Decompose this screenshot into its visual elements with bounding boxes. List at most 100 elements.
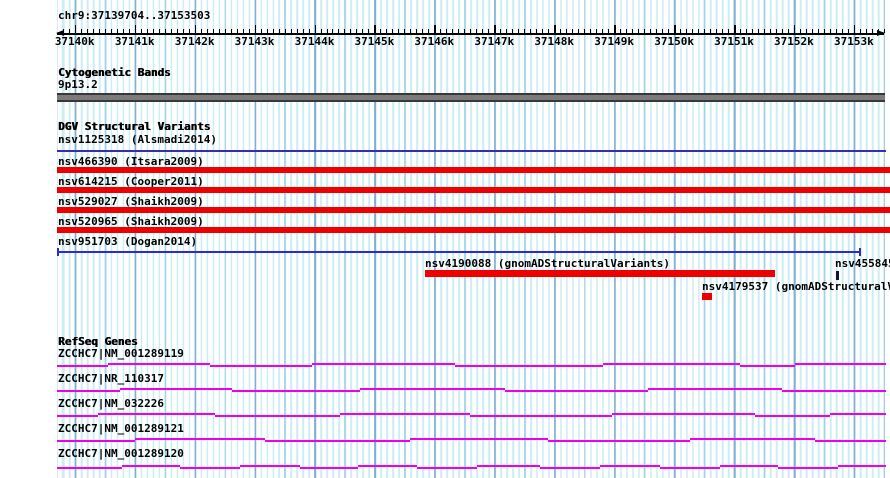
ruler-major-tick — [734, 25, 736, 33]
ruler-minor-tick — [62, 29, 64, 33]
ruler-minor-tick — [692, 29, 693, 33]
ruler-minor-tick — [272, 29, 274, 33]
gene-model-segment[interactable] — [505, 390, 648, 392]
gene-model-segment[interactable] — [600, 465, 660, 467]
ruler-minor-tick — [566, 29, 568, 33]
gene-model-segment[interactable] — [215, 415, 340, 417]
gene-model-segment[interactable] — [57, 440, 135, 442]
gene-model-segment[interactable] — [755, 415, 830, 417]
variant-label[interactable]: nsv4190088 (gnomADStructuralVariants) — [425, 257, 671, 270]
gene-model-segment[interactable] — [603, 363, 740, 365]
variant-feature-bar[interactable] — [57, 227, 890, 233]
variant-label[interactable]: nsv529027 (Shaikh2009) — [58, 195, 204, 208]
variant-feature-tick[interactable] — [836, 271, 839, 280]
ruler-minor-tick — [668, 29, 670, 33]
ruler-minor-tick — [512, 29, 514, 33]
cytogenetic-bands-title: Cytogenetic Bands — [58, 66, 171, 79]
ruler-major-tick — [614, 25, 616, 33]
gene-model-segment[interactable] — [660, 467, 720, 469]
gene-label[interactable]: ZCCHC7|NM_001289120 — [58, 447, 184, 460]
ruler-minor-tick — [632, 29, 634, 33]
ruler-minor-tick — [332, 29, 334, 33]
variant-feature-line[interactable] — [57, 150, 886, 152]
ruler-minor-tick — [548, 29, 550, 33]
gene-model-segment[interactable] — [340, 413, 470, 415]
variant-label[interactable]: nsv614215 (Cooper2011) — [58, 175, 204, 188]
variant-label[interactable]: nsv1125318 (Alsmadi2014) — [58, 133, 217, 146]
ruler-minor-tick — [392, 29, 394, 33]
gene-model-segment[interactable] — [312, 363, 455, 365]
variant-label[interactable]: nsv951703 (Dogan2014) — [58, 235, 198, 248]
gene-model-segment[interactable] — [417, 467, 477, 469]
gene-model-segment[interactable] — [795, 363, 886, 365]
gene-model-segment[interactable] — [57, 365, 108, 367]
cytoband-name-label: 9p13.2 — [58, 78, 98, 91]
gene-label[interactable]: ZCCHC7|NM_001289119 — [58, 347, 184, 360]
ruler-minor-tick — [662, 29, 664, 33]
gene-model-segment[interactable] — [108, 363, 210, 365]
ruler-minor-tick — [362, 29, 364, 33]
gene-model-segment[interactable] — [470, 415, 612, 417]
ruler-minor-tick — [817, 29, 819, 33]
gene-model-segment[interactable] — [720, 465, 778, 467]
gene-model-segment[interactable] — [410, 438, 548, 440]
gene-model-segment[interactable] — [540, 467, 600, 469]
ruler-minor-tick — [482, 29, 484, 33]
gene-model-segment[interactable] — [358, 465, 417, 467]
ruler-minor-tick — [578, 29, 580, 33]
ruler-minor-tick — [308, 29, 310, 33]
ruler-minor-tick — [410, 29, 412, 33]
gene-model-segment[interactable] — [57, 390, 120, 392]
gene-model-segment[interactable] — [548, 440, 690, 442]
ruler-minor-tick — [686, 29, 687, 33]
gene-model-segment[interactable] — [360, 388, 505, 390]
gene-label[interactable]: ZCCHC7|NM_001289121 — [58, 422, 184, 435]
gene-model-segment[interactable] — [477, 465, 540, 467]
ruler-minor-tick — [98, 29, 100, 33]
gene-model-segment[interactable] — [778, 467, 838, 469]
ruler-major-tick — [194, 25, 197, 33]
variant-feature-bar[interactable] — [425, 270, 775, 277]
gene-label[interactable]: ZCCHC7|NR_110317 — [58, 372, 164, 385]
gene-model-segment[interactable] — [612, 413, 755, 415]
gene-model-segment[interactable] — [135, 438, 265, 440]
gene-model-segment[interactable] — [782, 390, 886, 392]
variant-label[interactable]: nsv520965 (Shaikh2009) — [58, 215, 204, 228]
gene-model-segment[interactable] — [57, 415, 98, 417]
ruler-minor-tick — [110, 29, 112, 33]
gene-model-segment[interactable] — [830, 413, 886, 415]
ruler-minor-tick — [170, 29, 172, 33]
gene-label[interactable]: ZCCHC7|NM_032226 — [58, 397, 164, 410]
gene-model-segment[interactable] — [455, 365, 603, 367]
variant-feature-bar[interactable] — [57, 167, 890, 173]
gene-model-segment[interactable] — [120, 388, 232, 390]
variant-label[interactable]: nsv466390 (Itsara2009) — [58, 155, 204, 168]
gene-model-segment[interactable] — [648, 388, 782, 390]
gene-model-segment[interactable] — [122, 465, 180, 467]
ruler-minor-tick — [458, 29, 460, 33]
ruler-minor-tick — [278, 29, 280, 33]
gene-model-segment[interactable] — [300, 467, 358, 469]
gene-model-segment[interactable] — [57, 467, 122, 469]
gene-model-segment[interactable] — [180, 467, 240, 469]
ruler-minor-tick — [350, 29, 352, 33]
ruler-minor-tick — [356, 29, 358, 33]
gene-model-segment[interactable] — [815, 440, 886, 442]
ruler-minor-tick — [608, 29, 610, 33]
variant-feature-range-line[interactable] — [57, 251, 861, 253]
gene-model-segment[interactable] — [690, 438, 815, 440]
variant-label[interactable]: nsv4558459 — [835, 257, 890, 270]
variant-feature-bar[interactable] — [57, 207, 890, 213]
variant-feature-bar[interactable] — [57, 187, 890, 193]
variant-feature-bar[interactable] — [702, 293, 712, 300]
gene-model-segment[interactable] — [240, 465, 300, 467]
gene-model-segment[interactable] — [838, 465, 886, 467]
gene-model-segment[interactable] — [740, 365, 795, 367]
variant-label[interactable]: nsv4179537 (gnomADStructuralVariants) — [702, 280, 890, 293]
cytoband-bar[interactable] — [57, 93, 885, 102]
gene-model-segment[interactable] — [265, 440, 410, 442]
gene-model-segment[interactable] — [232, 390, 360, 392]
ruler-major-tick — [134, 25, 137, 33]
gene-model-segment[interactable] — [210, 365, 312, 367]
gene-model-segment[interactable] — [98, 413, 215, 415]
